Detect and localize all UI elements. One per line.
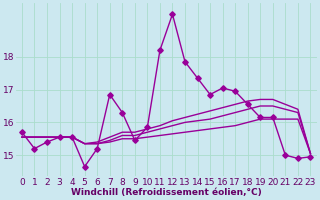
X-axis label: Windchill (Refroidissement éolien,°C): Windchill (Refroidissement éolien,°C) (71, 188, 261, 197)
